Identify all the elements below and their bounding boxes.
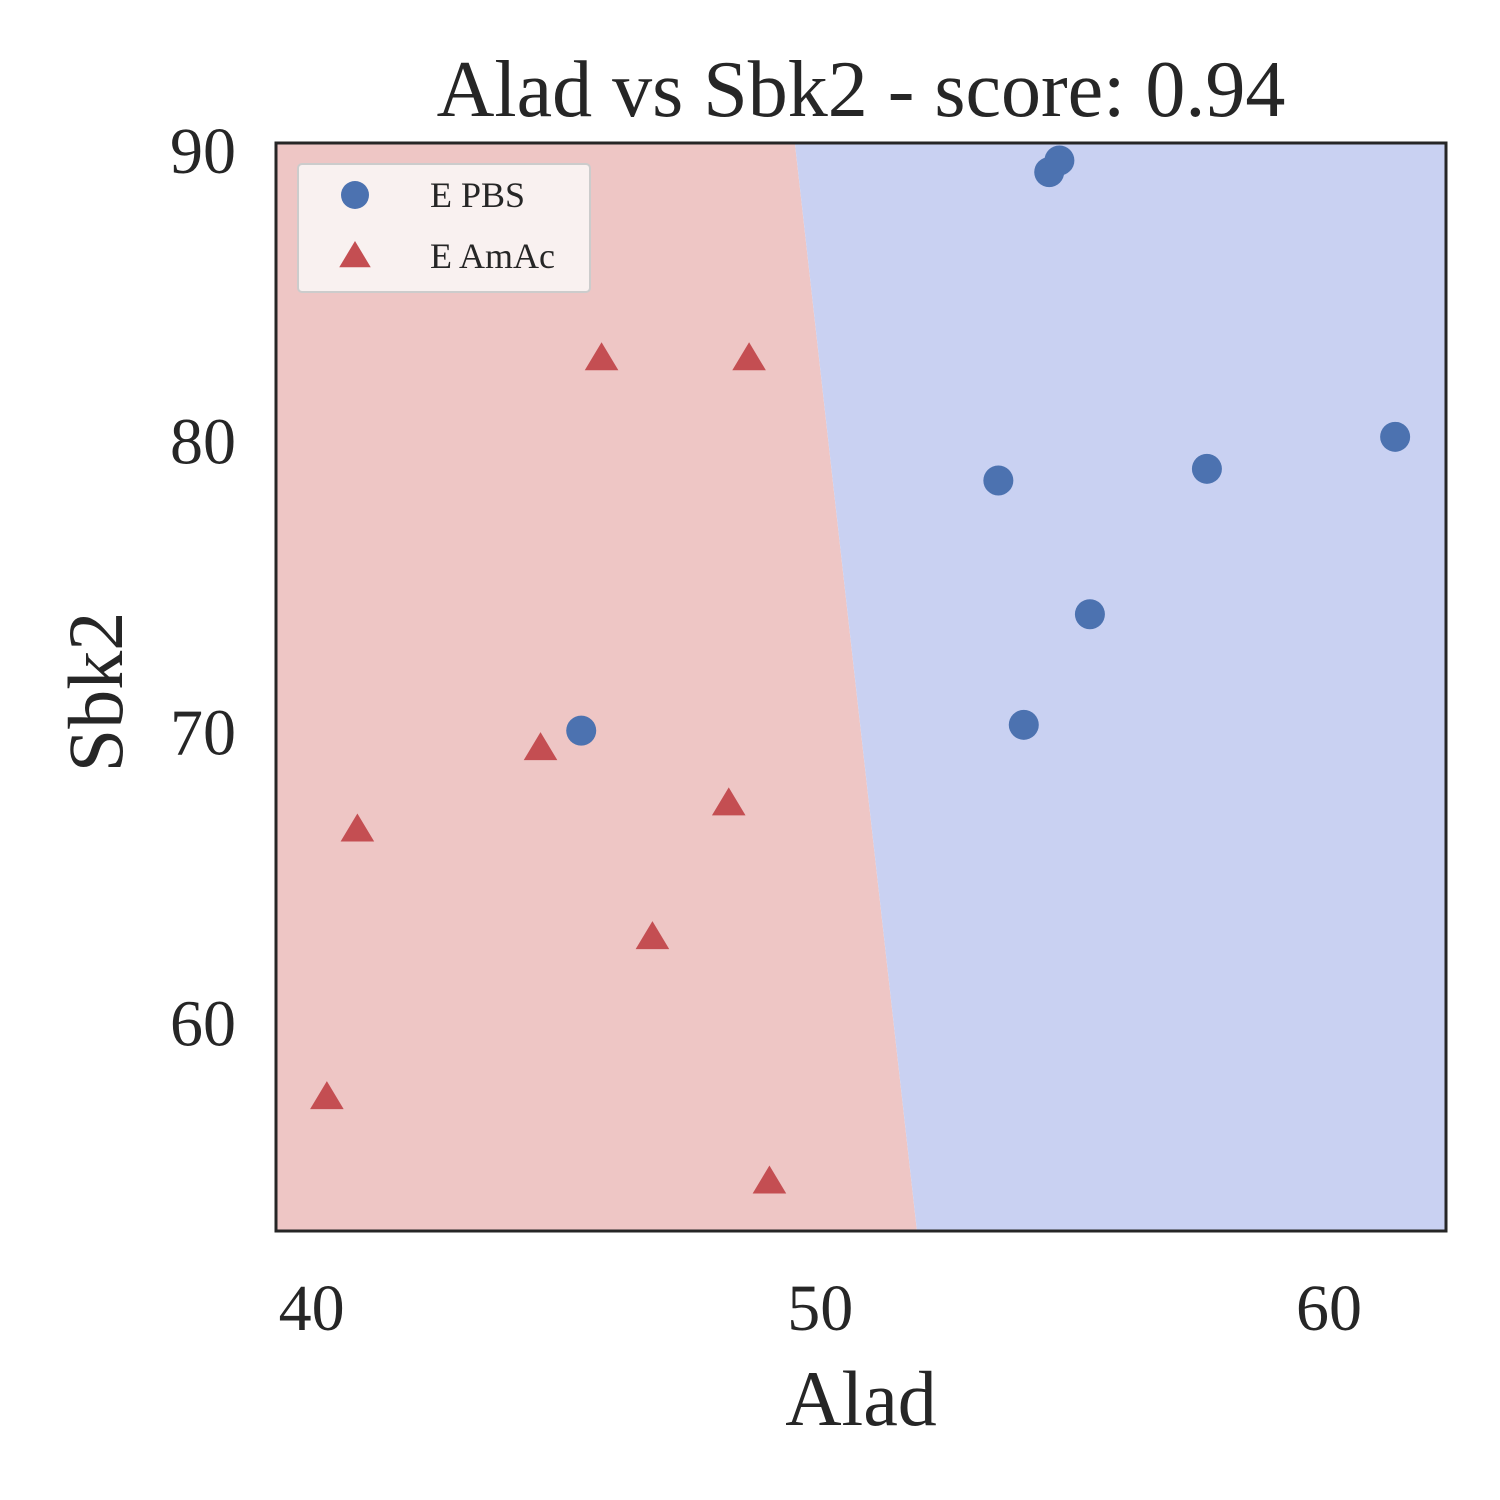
amac-point [523, 732, 558, 761]
pbs-point [1074, 599, 1105, 630]
x-tick-label: 60 [1296, 1272, 1362, 1345]
amac-point [711, 787, 746, 816]
pbs-point [566, 715, 597, 746]
y-tick-label: 90 [170, 115, 236, 188]
pbs-point [983, 465, 1014, 496]
legend-label: E PBS [430, 175, 525, 215]
chart-title: Alad vs Sbk2 - score: 0.94 [437, 46, 1286, 134]
legend-marker-e-pbs [341, 181, 369, 209]
pbs-point [1008, 709, 1039, 740]
decision-regions [276, 143, 1446, 1231]
amac-point [584, 342, 619, 371]
y-tick-label: 80 [170, 406, 236, 479]
amac-point [752, 1165, 787, 1194]
y-tick-label: 60 [170, 988, 236, 1061]
x-tick-label: 50 [787, 1272, 853, 1345]
x-tick-label: 40 [279, 1272, 345, 1345]
pbs-point [1044, 145, 1075, 176]
region-e-amac [276, 143, 917, 1231]
y-axis-label: Sbk2 [52, 612, 139, 772]
x-axis-label: Alad [785, 1355, 937, 1442]
region-e-pbs [794, 143, 1446, 1231]
tick-labels: 40 50 60 60 70 80 90 [170, 115, 1362, 1345]
pbs-point [1191, 453, 1222, 484]
pbs-point [1380, 421, 1411, 452]
legend: E PBS E AmAc [297, 163, 591, 293]
amac-point [732, 342, 766, 371]
plot-frame [274, 141, 1448, 1233]
data-points [310, 145, 1411, 1194]
legend-items: E PBS E AmAc [339, 175, 555, 276]
legend-box [297, 163, 591, 293]
amac-point [310, 1081, 344, 1110]
legend-label: E AmAc [430, 236, 555, 276]
amac-point [635, 921, 670, 950]
y-tick-label: 70 [170, 697, 236, 770]
legend-marker-e-amac [339, 241, 371, 268]
amac-point [340, 813, 375, 842]
